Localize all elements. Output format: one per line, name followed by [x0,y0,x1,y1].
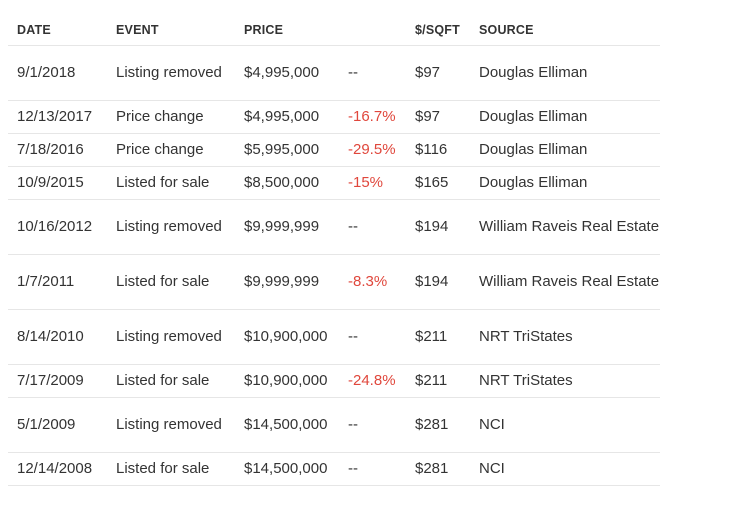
cell-event: Price change [107,133,235,167]
cell-date: 7/17/2009 [8,364,107,398]
cell-per-sqft: $281 [406,397,470,453]
cell-price: $5,995,000 [235,133,339,167]
cell-per-sqft: $211 [406,309,470,365]
table-row: 5/1/2009 Listing removed $14,500,000 -- … [8,397,660,453]
cell-price: $8,500,000 [235,166,339,200]
cell-source: Douglas Elliman [470,166,660,200]
cell-source: Douglas Elliman [470,45,660,101]
table-row: 10/9/2015 Listed for sale $8,500,000 -15… [8,166,660,200]
cell-event: Listed for sale [107,166,235,200]
cell-change: -24.8% [339,364,406,398]
cell-price: $4,995,000 [235,100,339,134]
cell-price: $9,999,999 [235,199,339,255]
cell-price: $10,900,000 [235,364,339,398]
table-header-row: DATE EVENT PRICE $/SQFT SOURCE [8,14,660,46]
cell-change: -16.7% [339,100,406,134]
cell-event: Listing removed [107,45,235,101]
cell-source: William Raveis Real Estate [470,199,660,255]
column-header-change [339,14,406,46]
cell-date: 9/1/2018 [8,45,107,101]
table-row: 7/17/2009 Listed for sale $10,900,000 -2… [8,364,660,398]
cell-date: 10/9/2015 [8,166,107,200]
cell-event: Listed for sale [107,254,235,310]
column-header-source: SOURCE [470,14,660,46]
cell-date: 7/18/2016 [8,133,107,167]
cell-per-sqft: $281 [406,452,470,486]
cell-source: William Raveis Real Estate [470,254,660,310]
cell-per-sqft: $116 [406,133,470,167]
cell-price: $14,500,000 [235,452,339,486]
cell-change: -- [339,309,406,365]
cell-change: -- [339,199,406,255]
cell-event: Listed for sale [107,364,235,398]
price-history-table: DATE EVENT PRICE $/SQFT SOURCE 9/1/2018 … [8,14,660,486]
cell-per-sqft: $165 [406,166,470,200]
cell-event: Listing removed [107,397,235,453]
cell-change: -- [339,45,406,101]
cell-source: NRT TriStates [470,364,660,398]
table-row: 10/16/2012 Listing removed $9,999,999 --… [8,199,660,255]
column-header-price: PRICE [235,14,339,46]
cell-price: $10,900,000 [235,309,339,365]
cell-price: $9,999,999 [235,254,339,310]
cell-date: 12/13/2017 [8,100,107,134]
table-row: 9/1/2018 Listing removed $4,995,000 -- $… [8,45,660,101]
cell-per-sqft: $97 [406,45,470,101]
cell-price: $14,500,000 [235,397,339,453]
cell-source: NCI [470,397,660,453]
column-header-date: DATE [8,14,107,46]
column-header-event: EVENT [107,14,235,46]
cell-date: 10/16/2012 [8,199,107,255]
cell-per-sqft: $97 [406,100,470,134]
column-header-per-sqft: $/SQFT [406,14,470,46]
cell-change: -15% [339,166,406,200]
cell-source: NRT TriStates [470,309,660,365]
table-row: 7/18/2016 Price change $5,995,000 -29.5%… [8,133,660,167]
table-row: 12/13/2017 Price change $4,995,000 -16.7… [8,100,660,134]
cell-source: Douglas Elliman [470,100,660,134]
cell-event: Listing removed [107,309,235,365]
cell-date: 1/7/2011 [8,254,107,310]
cell-change: -29.5% [339,133,406,167]
cell-date: 8/14/2010 [8,309,107,365]
cell-per-sqft: $211 [406,364,470,398]
cell-change: -- [339,397,406,453]
cell-change: -- [339,452,406,486]
table-row: 1/7/2011 Listed for sale $9,999,999 -8.3… [8,254,660,310]
cell-price: $4,995,000 [235,45,339,101]
cell-event: Price change [107,100,235,134]
cell-change: -8.3% [339,254,406,310]
cell-per-sqft: $194 [406,254,470,310]
table-row: 12/14/2008 Listed for sale $14,500,000 -… [8,452,660,486]
cell-event: Listed for sale [107,452,235,486]
cell-source: Douglas Elliman [470,133,660,167]
cell-event: Listing removed [107,199,235,255]
cell-date: 5/1/2009 [8,397,107,453]
cell-source: NCI [470,452,660,486]
cell-date: 12/14/2008 [8,452,107,486]
table-row: 8/14/2010 Listing removed $10,900,000 --… [8,309,660,365]
cell-per-sqft: $194 [406,199,470,255]
